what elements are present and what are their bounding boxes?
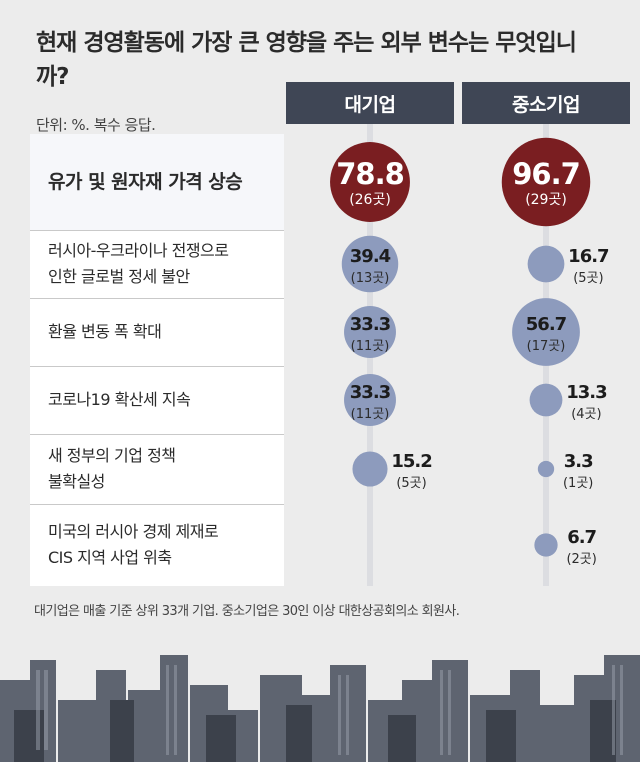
chart-title: 현재 경영활동에 가장 큰 영향을 주는 외부 변수는 무엇입니까?: [36, 30, 577, 90]
footnote: 대기업은 매출 기준 상위 33개 기업. 중소기업은 30인 이상 대한상공회…: [34, 604, 460, 619]
count-label-large: (26곳): [349, 192, 391, 208]
row-label: 미국의 러시아 경제 제재로 CIS 지역 사업 위축: [48, 504, 280, 586]
row-label-line: 유가 및 원자재 가격 상승: [48, 171, 243, 193]
row-label: 환율 변동 폭 확대: [48, 298, 280, 366]
row-label-line: 미국의 러시아 경제 제재로: [48, 522, 219, 541]
row-label-line: 러시아-우크라이나 전쟁으로: [48, 241, 229, 260]
city-skyline-illustration: [0, 655, 640, 762]
column-header-large: 대기업: [286, 82, 454, 124]
value-label-sme: 16.7: [568, 246, 609, 267]
row-label-line: 환율 변동 폭 확대: [48, 322, 162, 341]
bubble-sme: [529, 383, 563, 417]
bubble-large: [341, 235, 399, 293]
bubble-large: [330, 142, 410, 222]
row-divider: [30, 366, 284, 367]
row-divider: [30, 298, 284, 299]
count-label-sme: (2곳): [566, 552, 596, 567]
bubble-large: [344, 374, 396, 426]
count-label-large: (13곳): [351, 271, 390, 286]
row-label-line: 새 정부의 기업 정책: [48, 446, 176, 465]
bubble-sme: [512, 298, 580, 366]
bubble-sme: [501, 137, 591, 227]
row-label: 유가 및 원자재 가격 상승: [48, 134, 280, 230]
row-label-line: 인한 글로벌 정세 불안: [48, 267, 190, 286]
count-label-sme: (5곳): [573, 271, 603, 286]
bubble-sme: [537, 460, 555, 478]
column-header-sme: 중소기업: [462, 82, 630, 124]
value-label-sme: 3.3: [564, 451, 593, 472]
value-label-sme: 96.7: [512, 157, 580, 191]
top-row-highlight: [30, 134, 284, 230]
value-label-large: 15.2: [391, 451, 431, 472]
bubble-sme: [527, 245, 565, 283]
count-label-sme: (17곳): [527, 339, 566, 354]
count-label-large: (11곳): [351, 407, 390, 422]
count-label-sme: (1곳): [563, 476, 593, 491]
value-label-sme: 13.3: [566, 382, 607, 403]
bubble-large: [352, 451, 388, 487]
row-label-line: CIS 지역 사업 위축: [48, 548, 172, 567]
count-label-large: (11곳): [351, 339, 390, 354]
row-label: 코로나19 확산세 지속: [48, 366, 280, 434]
count-label-large: (5곳): [396, 476, 426, 491]
bubble-sme: [534, 533, 558, 557]
unit-note: 단위: %. 복수 응답.: [36, 116, 156, 134]
value-label-sme: 6.7: [567, 527, 596, 548]
bubble-chart: 78.8(26곳) 96.7(29곳) 39.4 (13곳) 16.7 (5곳) 33.3 (…: [330, 137, 610, 567]
value-label-sme: 56.7: [526, 314, 567, 335]
row-divider: [30, 434, 284, 435]
value-label-large: 33.3: [350, 314, 391, 335]
count-label-sme: (29곳): [525, 192, 567, 208]
count-label-sme: (4곳): [571, 407, 601, 422]
value-label-large: 33.3: [350, 382, 391, 403]
row-label-line: 불확실성: [48, 472, 105, 491]
value-label-large: 39.4: [350, 246, 391, 267]
row-label-line: 코로나19 확산세 지속: [48, 390, 191, 409]
value-label-large: 78.8: [336, 157, 404, 191]
row-divider: [30, 504, 284, 505]
row-divider: [30, 230, 284, 231]
bubble-large: [344, 306, 396, 358]
